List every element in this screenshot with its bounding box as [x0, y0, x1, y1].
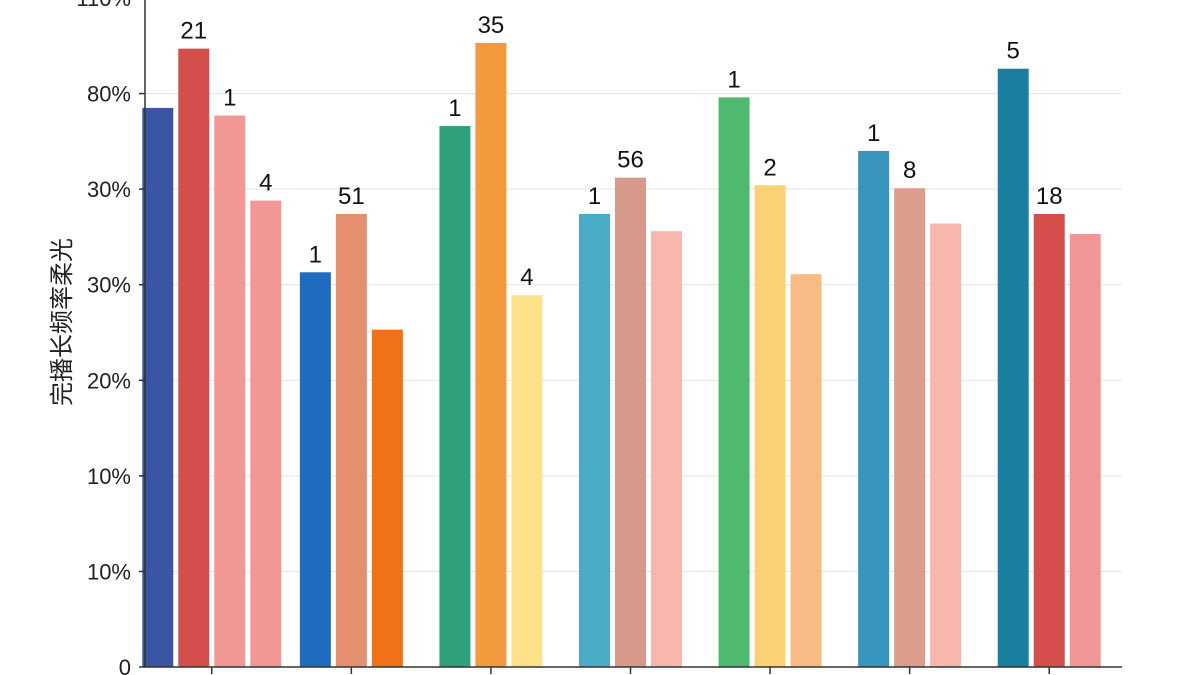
y-tick-label: 10% [87, 559, 131, 584]
bar-value-label: 5 [1007, 38, 1020, 65]
bar-value-label: 35 [478, 12, 505, 39]
bar-value-label: 1 [588, 183, 601, 210]
bar-value-label: 4 [259, 170, 272, 197]
bar-value-label: 1 [448, 95, 461, 122]
y-tick-label: 30% [87, 177, 131, 202]
bar [615, 177, 646, 667]
bar [371, 329, 403, 667]
y-tick-label: 20% [87, 368, 131, 393]
bar [858, 150, 890, 667]
bar [335, 213, 367, 667]
bar [250, 200, 282, 667]
axes: 0 10% 10% 20% 30% 30% 80% 110% [76, 0, 1122, 675]
bar-value-label: 1 [309, 241, 322, 268]
bar [299, 272, 331, 667]
y-axis-title: 完播长频率柔光 [48, 238, 76, 406]
bar [718, 97, 750, 667]
bar [439, 126, 471, 667]
bar [1069, 234, 1101, 667]
bar [511, 295, 543, 667]
bar [475, 42, 507, 667]
y-tick-label: 110% [76, 0, 131, 11]
bar-value-label: 2 [763, 154, 776, 181]
bar [894, 188, 926, 668]
y-tick-label: 0 [119, 655, 131, 675]
bar [579, 213, 610, 667]
bar-value-label: 21 [180, 18, 207, 45]
bar [142, 107, 174, 667]
bar [930, 223, 962, 667]
bar-value-label: 56 [617, 147, 644, 174]
bar [790, 274, 822, 667]
bar-value-label: 1 [223, 85, 236, 112]
bar [178, 48, 210, 668]
bar [754, 185, 786, 667]
bar-value-label: 1 [867, 120, 880, 147]
bar-value-label: 1 [727, 66, 740, 93]
bar-value-label: 51 [338, 183, 365, 210]
y-tick-label: 10% [87, 464, 131, 489]
bar [214, 115, 246, 667]
bar [651, 231, 682, 668]
y-tick-label: 80% [87, 82, 131, 107]
y-tick-label: 30% [87, 273, 131, 298]
bar [1033, 213, 1065, 667]
bar-value-label: 18 [1036, 183, 1063, 210]
bar-value-label: 8 [903, 157, 916, 184]
bar [997, 68, 1029, 668]
bars [142, 42, 1101, 668]
bar-value-label: 4 [520, 264, 533, 291]
